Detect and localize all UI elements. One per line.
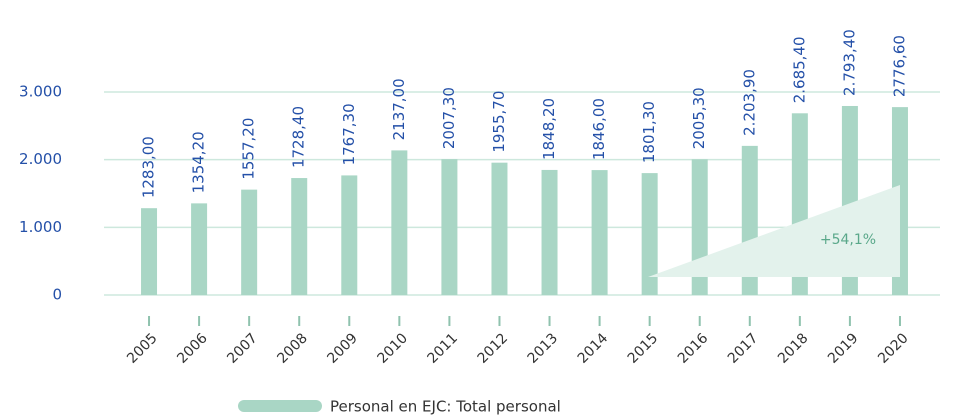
value-label: 1728,40	[290, 106, 308, 168]
value-label: 1846,00	[590, 98, 608, 160]
value-label: 1557,20	[240, 118, 258, 180]
bar	[391, 150, 408, 295]
value-label: 1955,70	[490, 91, 508, 153]
value-label: 1767,30	[340, 103, 358, 165]
value-label: 2137,00	[390, 78, 408, 140]
bar	[491, 162, 508, 295]
value-label: 2776,60	[890, 35, 908, 97]
y-tick-label: 0	[52, 286, 62, 304]
value-label: 2007,30	[440, 87, 458, 149]
x-tick-label: 2012	[475, 330, 512, 367]
x-tick-label: 2011	[425, 330, 462, 367]
x-tick-label: 2015	[625, 330, 662, 367]
x-tick-label: 2019	[825, 330, 862, 367]
x-tick-label: 2008	[274, 330, 311, 367]
bar	[341, 175, 358, 295]
x-tick-label: 2009	[324, 330, 361, 367]
bar	[191, 203, 208, 295]
value-label: 1801,30	[640, 101, 658, 163]
value-label: 1354,20	[190, 131, 208, 193]
bar	[541, 169, 558, 295]
x-tick-label: 2014	[575, 330, 612, 367]
value-label: 2.203,90	[740, 69, 758, 136]
bar	[641, 173, 658, 295]
bar	[141, 208, 158, 295]
x-tick-label: 2007	[224, 330, 261, 367]
x-tick-label: 2006	[174, 330, 211, 367]
y-tick-label: 1.000	[19, 218, 62, 236]
x-tick-label: 2005	[124, 330, 161, 367]
x-tick-label: 2013	[525, 330, 562, 367]
value-label: 2005,30	[690, 87, 708, 149]
annotation: +54,1%	[820, 232, 876, 248]
x-tick-label: 2020	[875, 330, 912, 367]
legend-swatch	[238, 400, 322, 412]
value-label: 2.793,40	[840, 29, 858, 96]
bar	[591, 170, 608, 295]
x-tick-label: 2018	[775, 330, 812, 367]
bar	[241, 189, 258, 295]
legend-label: Personal en EJC: Total personal	[330, 398, 561, 416]
value-label: 2.685,40	[790, 36, 808, 103]
bar	[291, 178, 308, 295]
y-tick-label: 3.000	[19, 83, 62, 101]
value-label: 1848,20	[540, 98, 558, 160]
y-tick-label: 2.000	[19, 150, 62, 168]
x-tick-label: 2010	[374, 330, 411, 367]
bar	[441, 159, 458, 295]
x-tick-label: 2017	[725, 330, 762, 367]
value-label: 1283,00	[140, 136, 158, 198]
growth-triangle	[648, 185, 900, 277]
x-tick-label: 2016	[675, 330, 712, 367]
